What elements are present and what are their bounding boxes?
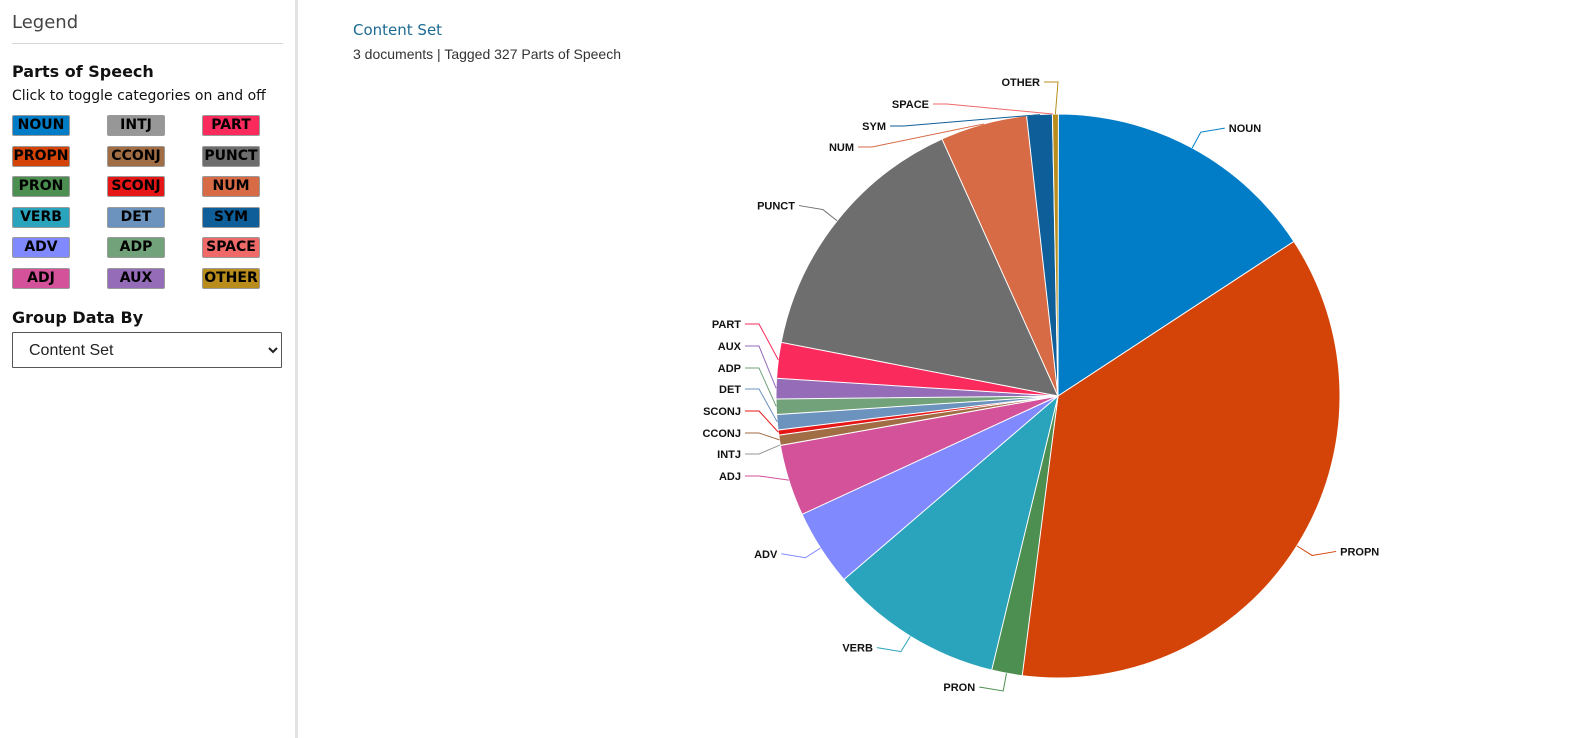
slice-label-punct: PUNCT xyxy=(757,201,795,213)
legend-divider xyxy=(12,43,283,44)
toggle-verb-button[interactable]: VERB xyxy=(12,206,70,228)
toggle-intj-button[interactable]: INTJ xyxy=(107,115,165,136)
pie-slice-noun[interactable] xyxy=(1057,113,1296,397)
toggle-punct-button[interactable]: PUNCT xyxy=(202,145,260,167)
toggle-hint: Click to toggle categories on and off xyxy=(12,88,266,104)
slice-label-aux: AUX xyxy=(718,341,742,353)
leader-line-propn xyxy=(1296,545,1337,556)
slice-label-sym: SYM xyxy=(862,121,886,133)
pie-slice-verb[interactable] xyxy=(842,394,1059,671)
slice-label-adj: ADJ xyxy=(719,471,741,483)
leader-line-other xyxy=(1044,81,1059,115)
slice-label-cconj: CCONJ xyxy=(702,428,741,440)
toggle-adp-button[interactable]: ADP xyxy=(107,237,165,259)
slice-label-space: SPACE xyxy=(892,99,929,111)
slice-label-adv: ADV xyxy=(754,549,778,561)
leader-line-cconj xyxy=(745,432,780,441)
toggle-aux-button[interactable]: AUX xyxy=(107,268,165,289)
slice-label-pron: PRON xyxy=(943,682,975,694)
leader-line-part xyxy=(745,323,779,361)
group-by-select[interactable]: Content Set xyxy=(12,332,282,368)
leader-line-space xyxy=(933,103,1053,115)
chart-subtitle: 3 documents | Tagged 327 Parts of Speech xyxy=(353,46,622,62)
toggle-adv-button[interactable]: ADV xyxy=(12,237,70,259)
toggle-other-button[interactable]: OTHER xyxy=(202,268,260,289)
leader-line-adj xyxy=(745,475,789,481)
toggle-pron-button[interactable]: PRON xyxy=(12,176,70,198)
toggle-propn-button[interactable]: PROPN xyxy=(12,145,70,167)
leader-line-sconj xyxy=(745,410,779,433)
pie-chart: NOUN PROPN PRON VERB ADV ADJ INTJ CCONJ SCONJ DET… xyxy=(702,77,1379,694)
slice-label-num: NUM xyxy=(829,142,854,154)
legend-title: Legend xyxy=(12,12,79,33)
leader-line-sym xyxy=(890,114,1040,127)
group-data-by-heading: Group Data By xyxy=(12,308,144,327)
leader-line-intj xyxy=(745,444,781,455)
slice-label-intj: INTJ xyxy=(717,449,741,461)
legend-sidebar: Legend Parts of Speech Click to toggle c… xyxy=(0,0,298,738)
leader-line-det xyxy=(745,388,778,423)
slice-label-other: OTHER xyxy=(1002,77,1041,89)
slice-label-verb: VERB xyxy=(842,643,873,655)
slice-label-noun: NOUN xyxy=(1229,123,1261,135)
toggle-sym-button[interactable]: SYM xyxy=(202,206,260,228)
slice-label-adp: ADP xyxy=(718,363,741,375)
toggle-num-button[interactable]: NUM xyxy=(202,176,260,198)
parts-of-speech-heading: Parts of Speech xyxy=(12,62,154,81)
leader-line-num xyxy=(858,123,984,148)
slice-label-sconj: SCONJ xyxy=(703,406,741,418)
slice-label-part: PART xyxy=(712,319,741,331)
leader-line-pron xyxy=(979,673,1007,692)
toggle-part-button[interactable]: PART xyxy=(202,115,260,136)
toggle-det-button[interactable]: DET xyxy=(107,206,165,228)
leader-line-adv xyxy=(781,547,821,559)
leader-line-adp xyxy=(745,367,777,407)
toggle-adj-button[interactable]: ADJ xyxy=(12,268,70,289)
chart-title: Content Set xyxy=(353,21,443,39)
toggle-space-button[interactable]: SPACE xyxy=(202,237,260,259)
chart-panel: Content Set 3 documents | Tagged 327 Par… xyxy=(301,0,1586,738)
leader-line-aux xyxy=(745,345,777,389)
leader-line-punct xyxy=(798,205,838,222)
leader-line-noun xyxy=(1191,127,1225,149)
pie-slice-propn[interactable] xyxy=(1020,240,1341,679)
toggle-cconj-button[interactable]: CCONJ xyxy=(107,145,165,167)
toggle-noun-button[interactable]: NOUN xyxy=(12,115,70,136)
slice-label-propn: PROPN xyxy=(1340,546,1379,558)
toggle-sconj-button[interactable]: SCONJ xyxy=(107,176,165,198)
slice-label-det: DET xyxy=(719,384,741,396)
leader-line-verb xyxy=(876,635,911,653)
